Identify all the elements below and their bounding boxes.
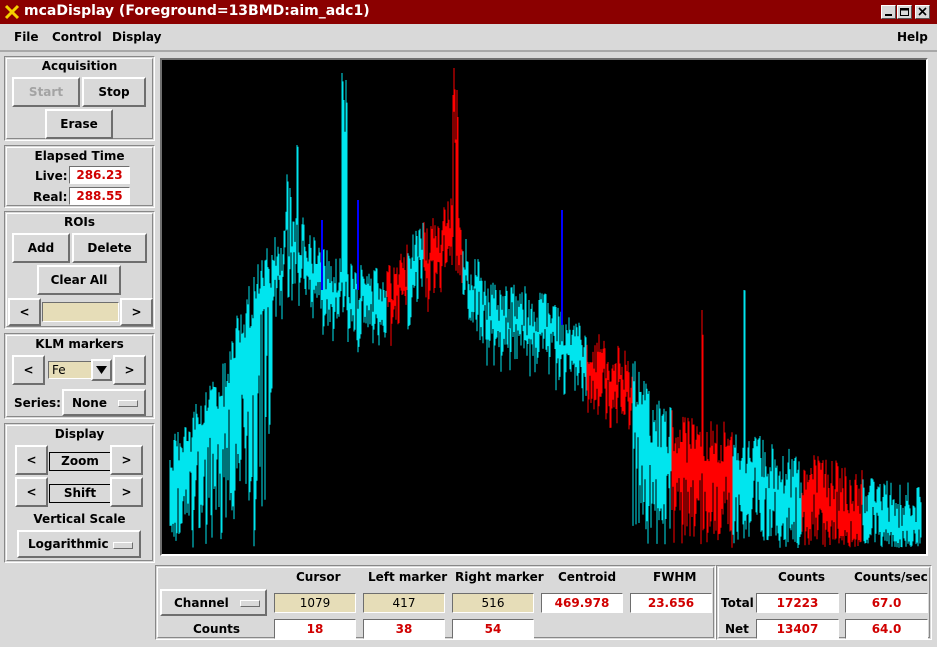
vertical-scale-menu-button[interactable]: Logarithmic	[17, 530, 141, 558]
acquisition-panel: Acquisition Start Stop Erase	[4, 56, 155, 141]
live-time-value: 286.23	[69, 166, 130, 184]
cursor-counts-value: 18	[274, 619, 356, 639]
chevron-down-icon	[96, 366, 107, 374]
maximize-button[interactable]	[897, 5, 912, 19]
shift-label: Shift	[49, 484, 111, 503]
left-marker-counts-value: 38	[363, 619, 445, 639]
spectrum-trace	[169, 73, 922, 548]
centroid-value: 469.978	[541, 593, 623, 613]
elapsed-time-title: Elapsed Time	[34, 149, 125, 163]
zoom-label: Zoom	[49, 452, 111, 471]
net-rate-value: 64.0	[845, 619, 928, 639]
delete-roi-button[interactable]: Delete	[72, 233, 147, 263]
menu-control[interactable]: Control	[52, 30, 102, 44]
klm-element-dropdown-button[interactable]	[91, 359, 112, 381]
vertical-scale-label: Vertical Scale	[33, 512, 126, 526]
left-marker-header: Left marker	[368, 570, 448, 584]
klm-markers-panel: KLM markers < Fe > Series: None	[4, 333, 155, 419]
window-title: mcaDisplay (Foreground=13BMD:aim_adc1)	[24, 3, 370, 19]
stop-button[interactable]: Stop	[82, 77, 146, 107]
maximize-icon	[900, 8, 909, 16]
klm-markers-title: KLM markers	[35, 337, 124, 351]
series-value: None	[72, 395, 107, 410]
counts-per-sec-header: Counts/sec	[854, 570, 928, 584]
net-counts-value: 13407	[756, 619, 839, 639]
centroid-header: Centroid	[558, 570, 617, 584]
option-menu-indicator-icon	[118, 400, 138, 407]
zoom-out-button[interactable]: <	[15, 445, 48, 475]
minimize-button[interactable]	[881, 5, 896, 19]
minimize-icon	[885, 14, 892, 16]
menu-file[interactable]: File	[14, 30, 39, 44]
cursor-channel-field[interactable]: 1079	[274, 593, 356, 613]
live-label: Live:	[35, 169, 68, 183]
spectrum-canvas[interactable]	[162, 60, 926, 554]
channel-mode-menu-button[interactable]: Channel	[160, 589, 267, 616]
total-rate-value: 67.0	[845, 593, 928, 613]
total-counts-value: 17223	[756, 593, 839, 613]
display-panel: Display < Zoom > < Shift > Vertical Scal…	[4, 423, 155, 563]
fwhm-value: 23.656	[630, 593, 712, 613]
add-roi-button[interactable]: Add	[12, 233, 70, 263]
fwhm-header: FWHM	[653, 570, 697, 584]
real-time-value: 288.55	[69, 187, 130, 205]
option-menu-indicator-icon	[113, 542, 133, 549]
title-bar: mcaDisplay (Foreground=13BMD:aim_adc1)	[0, 0, 937, 24]
acquisition-title: Acquisition	[41, 59, 118, 73]
menu-display[interactable]: Display	[112, 30, 162, 44]
erase-button[interactable]: Erase	[45, 109, 113, 139]
counts-header: Counts	[778, 570, 826, 584]
rois-panel: ROIs Add Delete Clear All < >	[4, 211, 155, 329]
klm-next-button[interactable]: >	[113, 355, 146, 385]
real-label: Real:	[33, 190, 68, 204]
roi-next-button[interactable]: >	[120, 298, 153, 326]
roi-prev-button[interactable]: <	[8, 298, 41, 326]
marker-info-panel: Cursor Left marker Right marker Centroid…	[155, 565, 716, 640]
cursor-header: Cursor	[296, 570, 341, 584]
menu-bar: File Control Display Help	[0, 24, 937, 52]
right-marker-header: Right marker	[455, 570, 544, 584]
spectrum-plot[interactable]	[160, 58, 928, 556]
channel-mode-value: Channel	[174, 595, 229, 610]
rois-title: ROIs	[63, 215, 96, 229]
counts-row-label: Counts	[193, 622, 241, 636]
clear-all-rois-button[interactable]: Clear All	[37, 265, 121, 295]
display-title: Display	[54, 427, 105, 441]
right-marker-field[interactable]: 516	[452, 593, 534, 613]
net-row-label: Net	[725, 622, 749, 636]
klm-element-field[interactable]: Fe	[48, 361, 92, 379]
shift-left-button[interactable]: <	[15, 477, 48, 507]
right-marker-counts-value: 54	[452, 619, 534, 639]
x-logo-icon	[4, 4, 20, 20]
roi-value-field[interactable]	[42, 302, 119, 322]
series-label: Series:	[14, 396, 61, 410]
start-button[interactable]: Start	[12, 77, 80, 107]
left-marker-field[interactable]: 417	[363, 593, 445, 613]
option-menu-indicator-icon	[240, 600, 260, 607]
totals-panel: Counts Counts/sec Total 17223 67.0 Net 1…	[716, 565, 932, 640]
vertical-scale-value: Logarithmic	[28, 537, 109, 551]
shift-right-button[interactable]: >	[110, 477, 143, 507]
total-row-label: Total	[721, 596, 754, 610]
menu-help[interactable]: Help	[897, 30, 928, 44]
close-button[interactable]	[915, 5, 930, 19]
zoom-in-button[interactable]: >	[110, 445, 143, 475]
close-icon	[918, 7, 927, 16]
klm-prev-button[interactable]: <	[12, 355, 45, 385]
roi-trace	[386, 68, 863, 548]
series-menu-button[interactable]: None	[62, 389, 146, 416]
elapsed-time-panel: Elapsed Time Live: 286.23 Real: 288.55	[4, 145, 155, 208]
